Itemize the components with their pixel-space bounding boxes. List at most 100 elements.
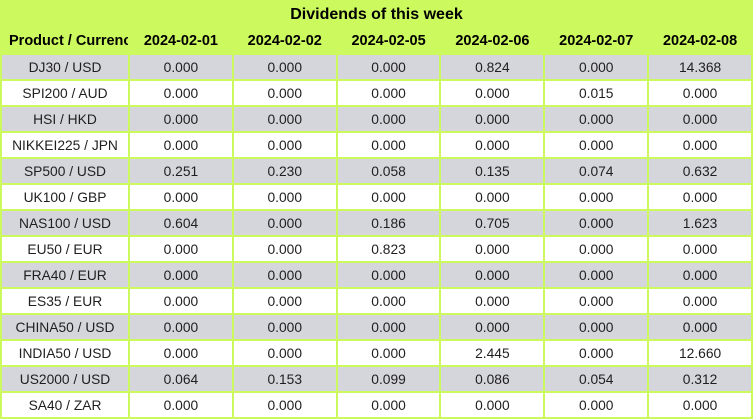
dividend-value-cell: 0.000 [439, 287, 546, 315]
dividend-value-cell: 0.000 [335, 261, 442, 289]
table-row: SP500 / USD 0.251 0.230 0.058 0.135 0.074 0.63… [0, 157, 753, 185]
dividend-value-cell: 0.000 [543, 391, 650, 419]
dividend-value-cell: 0.000 [128, 391, 234, 419]
dividend-value-cell: 0.000 [231, 261, 338, 289]
dividend-value-cell: 0.015 [543, 79, 650, 107]
dividend-value-cell: 0.000 [128, 339, 234, 367]
product-cell: NIKKEI225 / JPN [0, 131, 130, 159]
dividend-value-cell: 0.000 [439, 391, 546, 419]
table-row: SPI200 / AUD 0.000 0.000 0.000 0.000 0.015 0.0… [0, 79, 753, 107]
dividend-value-cell: 0.000 [128, 261, 234, 289]
dividend-value-cell: 0.086 [439, 365, 546, 393]
dividend-value-cell: 0.135 [439, 157, 546, 185]
dividend-value-cell: 0.000 [543, 209, 650, 237]
dividend-value-cell: 0.000 [647, 131, 753, 159]
table-row: NAS100 / USD 0.604 0.000 0.186 0.705 0.000 1.6… [0, 209, 753, 237]
product-cell: INDIA50 / USD [0, 339, 130, 367]
dividend-value-cell: 0.000 [231, 105, 338, 133]
dividend-value-cell: 0.000 [335, 105, 442, 133]
dividend-value-cell: 0.000 [128, 131, 234, 159]
dividend-value-cell: 0.000 [231, 287, 338, 315]
dividend-value-cell: 0.000 [231, 183, 338, 211]
column-header-date-2: 2024-02-02 [231, 28, 338, 55]
dividend-value-cell: 0.000 [231, 391, 338, 419]
table-title-row: Dividends of this week [0, 0, 753, 28]
dividend-value-cell: 0.000 [335, 313, 442, 341]
dividend-value-cell: 2.445 [439, 339, 546, 367]
dividend-value-cell: 0.000 [647, 391, 753, 419]
dividend-value-cell: 0.000 [128, 287, 234, 315]
dividend-value-cell: 0.000 [335, 131, 442, 159]
product-cell: EU50 / EUR [0, 235, 130, 263]
product-cell: FRA40 / EUR [0, 261, 130, 289]
dividend-value-cell: 0.000 [647, 261, 753, 289]
dividend-value-cell: 0.054 [543, 365, 650, 393]
dividend-value-cell: 0.251 [128, 157, 234, 185]
dividend-value-cell: 0.000 [543, 53, 650, 81]
dividend-value-cell: 0.000 [543, 313, 650, 341]
dividend-value-cell: 0.000 [647, 79, 753, 107]
dividend-value-cell: 0.000 [128, 235, 234, 263]
product-cell: NAS100 / USD [0, 209, 130, 237]
dividend-value-cell: 0.705 [439, 209, 546, 237]
dividend-value-cell: 0.000 [231, 131, 338, 159]
dividend-value-cell: 0.000 [543, 235, 650, 263]
table-row: INDIA50 / USD 0.000 0.000 0.000 2.445 0.000 12… [0, 339, 753, 367]
dividend-value-cell: 0.000 [335, 53, 442, 81]
dividend-value-cell: 0.186 [335, 209, 442, 237]
dividend-value-cell: 0.000 [647, 287, 753, 315]
table-row: HSI / HKD 0.000 0.000 0.000 0.000 0.000 0.000 [0, 105, 753, 133]
dividend-value-cell: 0.823 [335, 235, 442, 263]
dividend-value-cell: 0.604 [128, 209, 234, 237]
table-row: DJ30 / USD 0.000 0.000 0.000 0.824 0.000 14.36… [0, 53, 753, 81]
product-cell: SP500 / USD [0, 157, 130, 185]
table-row: FRA40 / EUR 0.000 0.000 0.000 0.000 0.000 0.00… [0, 261, 753, 289]
table-body: DJ30 / USD 0.000 0.000 0.000 0.824 0.000 14.36… [0, 53, 753, 419]
product-cell: ES35 / EUR [0, 287, 130, 315]
dividend-value-cell: 0.230 [231, 157, 338, 185]
product-cell: DJ30 / USD [0, 53, 130, 81]
dividend-value-cell: 0.000 [439, 261, 546, 289]
column-header-date-1: 2024-02-01 [128, 28, 234, 55]
dividend-value-cell: 0.000 [128, 79, 234, 107]
dividend-value-cell: 0.000 [231, 209, 338, 237]
dividend-value-cell: 0.064 [128, 365, 234, 393]
dividend-value-cell: 0.000 [335, 183, 442, 211]
dividend-value-cell: 0.000 [128, 183, 234, 211]
table-row: EU50 / EUR 0.000 0.000 0.823 0.000 0.000 0.000 [0, 235, 753, 263]
dividend-value-cell: 0.312 [647, 365, 753, 393]
dividend-value-cell: 0.000 [543, 261, 650, 289]
table-row: CHINA50 / USD 0.000 0.000 0.000 0.000 0.000 0.… [0, 313, 753, 341]
dividend-value-cell: 0.000 [231, 53, 338, 81]
table-row: US2000 / USD 0.064 0.153 0.099 0.086 0.054 0.3… [0, 365, 753, 393]
dividend-value-cell: 0.000 [647, 183, 753, 211]
dividend-value-cell: 14.368 [647, 53, 753, 81]
dividend-value-cell: 0.000 [439, 235, 546, 263]
table-row: UK100 / GBP 0.000 0.000 0.000 0.000 0.000 0.00… [0, 183, 753, 211]
dividend-value-cell: 0.000 [439, 105, 546, 133]
table-row: SA40 / ZAR 0.000 0.000 0.000 0.000 0.000 0.000 [0, 391, 753, 419]
product-cell: HSI / HKD [0, 105, 130, 133]
column-header-date-5: 2024-02-07 [543, 28, 650, 55]
column-header-product: Product / Currency [0, 28, 130, 55]
dividend-value-cell: 0.058 [335, 157, 442, 185]
dividend-value-cell: 0.000 [543, 339, 650, 367]
dividend-value-cell: 0.000 [335, 339, 442, 367]
dividend-value-cell: 0.074 [543, 157, 650, 185]
column-header-date-3: 2024-02-05 [335, 28, 442, 55]
dividend-value-cell: 0.000 [231, 339, 338, 367]
dividend-value-cell: 0.000 [335, 79, 442, 107]
dividend-value-cell: 0.000 [128, 105, 234, 133]
dividend-value-cell: 0.000 [439, 79, 546, 107]
table-row: ES35 / EUR 0.000 0.000 0.000 0.000 0.000 0.000 [0, 287, 753, 315]
product-cell: SA40 / ZAR [0, 391, 130, 419]
dividend-value-cell: 0.000 [128, 53, 234, 81]
dividend-value-cell: 0.000 [335, 391, 442, 419]
dividend-value-cell: 0.000 [231, 235, 338, 263]
dividend-value-cell: 0.099 [335, 365, 442, 393]
dividend-value-cell: 0.824 [439, 53, 546, 81]
dividend-value-cell: 12.660 [647, 339, 753, 367]
dividend-value-cell: 0.000 [439, 313, 546, 341]
table-header-row: Product / Currency 2024-02-01 2024-02-02… [0, 28, 753, 55]
